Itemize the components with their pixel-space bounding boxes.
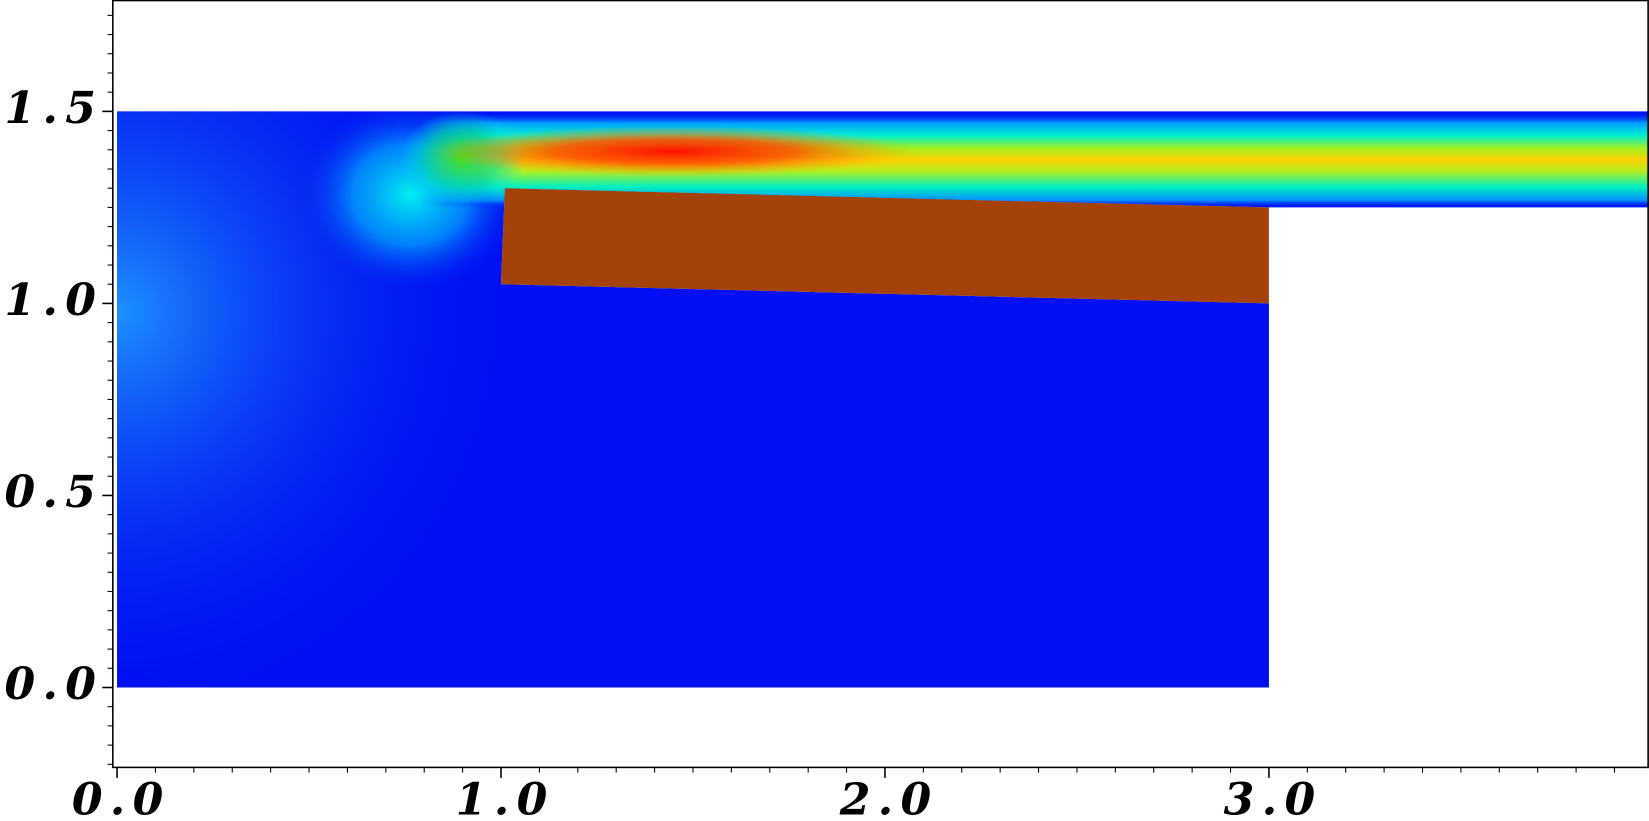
y-tick-label: 1.0	[4, 275, 103, 326]
x-tick-label: 2.0	[839, 775, 939, 821]
x-tick-label: 0.0	[72, 775, 171, 821]
region	[501, 188, 1269, 304]
plot-frame	[112, 0, 1649, 769]
x-tick-label: 3.0	[1224, 775, 1323, 821]
y-tick-label: 0.0	[4, 659, 103, 710]
x-tick-label: 1.0	[456, 775, 555, 821]
axes: 0.0 1.0 2.0 3.0 0.0 0.5 1.0 1.5	[4, 14, 1616, 821]
y-tick-label: 1.5	[4, 83, 103, 134]
y-tick-label: 0.5	[4, 467, 103, 518]
field-shading	[117, 111, 1649, 688]
